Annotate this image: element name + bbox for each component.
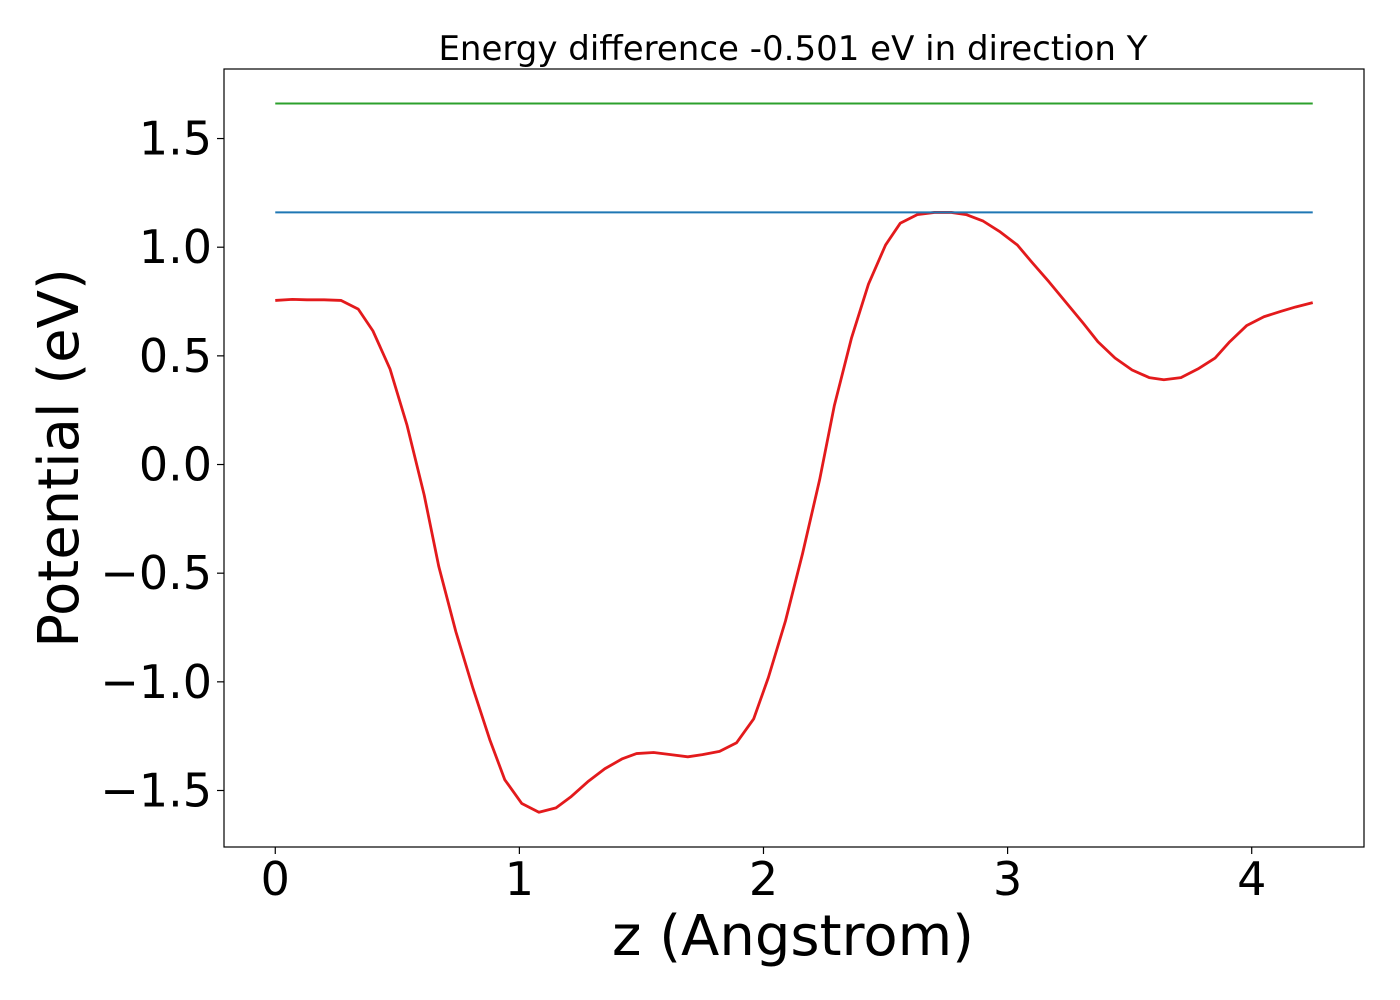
chart-title: Energy difference -0.501 eV in direction… bbox=[438, 29, 1147, 69]
potential-curve bbox=[275, 211, 1314, 814]
x-tick-label: 0 bbox=[261, 852, 290, 906]
x-tick-label: 1 bbox=[505, 852, 534, 906]
y-tick-label: −1.0 bbox=[100, 655, 212, 709]
plot-frame bbox=[223, 68, 1365, 848]
y-tick-label: 1.0 bbox=[139, 220, 212, 274]
x-tick-label: 2 bbox=[749, 852, 778, 906]
y-axis-label: Potential (eV) bbox=[27, 268, 92, 648]
y-tick-label: −0.5 bbox=[100, 546, 212, 600]
y-tick-label: −1.5 bbox=[100, 763, 212, 817]
y-tick-label: 0.5 bbox=[139, 329, 212, 383]
x-axis-label: z (Angstrom) bbox=[612, 904, 974, 969]
x-tick-label: 3 bbox=[993, 852, 1022, 906]
y-tick-label: 1.5 bbox=[139, 112, 212, 166]
ticks-layer: 0 1 2 3 4 −1.5 −1.0 −0.5 0.0 0.5 1.0 1.5 bbox=[100, 112, 1266, 906]
y-tick-label: 0.0 bbox=[139, 438, 212, 492]
x-tick-label: 4 bbox=[1237, 852, 1266, 906]
series-layer bbox=[275, 102, 1314, 814]
